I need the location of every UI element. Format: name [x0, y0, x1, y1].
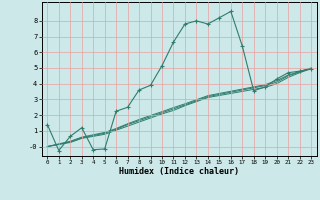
X-axis label: Humidex (Indice chaleur): Humidex (Indice chaleur)	[119, 167, 239, 176]
